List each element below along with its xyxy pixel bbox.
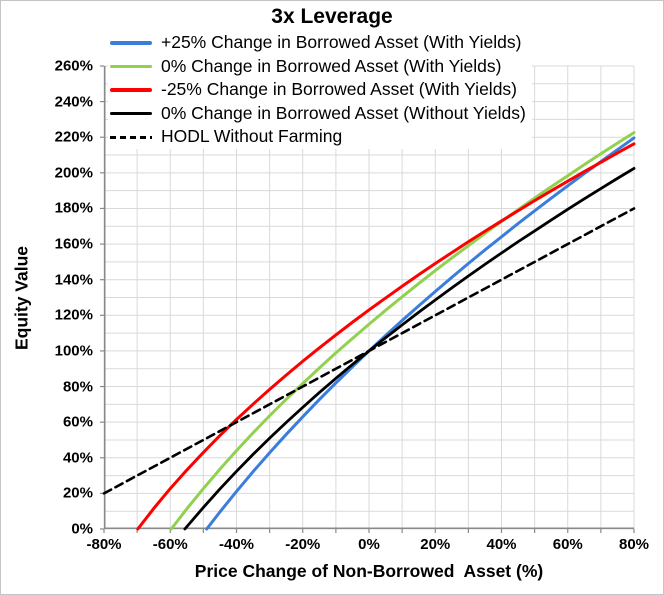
series-line-3 — [183, 166, 636, 531]
x-axis-tick-label: 80% — [618, 536, 650, 553]
chart-legend: +25% Change in Borrowed Asset (With Yiel… — [108, 31, 532, 149]
legend-label: 0% Change in Borrowed Asset (With Yields… — [161, 55, 502, 76]
legend-label: 0% Change in Borrowed Asset (Without Yie… — [161, 102, 526, 123]
chart-title: 3x Leverage — [271, 5, 393, 28]
legend-item: 0% Change in Borrowed Asset (Without Yie… — [110, 102, 526, 126]
legend-item: 0% Change in Borrowed Asset (With Yields… — [110, 55, 526, 79]
legend-swatch-icon — [110, 41, 152, 45]
y-axis-tick-label: 240% — [54, 93, 93, 111]
legend-label: HODL Without Farming — [161, 126, 343, 147]
legend-item: +25% Change in Borrowed Asset (With Yiel… — [110, 31, 526, 55]
y-axis-tick-label: 220% — [54, 128, 93, 146]
y-axis-tick-label: 80% — [62, 378, 93, 396]
series-line-2 — [136, 142, 636, 531]
y-axis-tick-label: 40% — [62, 449, 93, 467]
x-axis-tick-label: 60% — [552, 536, 583, 553]
y-axis-tick-label: 160% — [54, 235, 93, 253]
series-line-0 — [205, 136, 636, 531]
legend-swatch-icon — [110, 135, 152, 139]
legend-swatch-icon — [110, 111, 152, 116]
x-axis-tick-label: -60% — [152, 536, 188, 553]
y-axis-tick-label: 260% — [54, 57, 93, 75]
series-line-1 — [169, 131, 636, 531]
y-axis-title: Equity Value — [11, 245, 32, 350]
y-axis-tick-label: 120% — [54, 306, 93, 324]
x-axis-title: Price Change of Non-Borrowed Asset (%) — [194, 561, 544, 581]
legend-swatch-icon — [110, 88, 152, 92]
legend-label: +25% Change in Borrowed Asset (With Yiel… — [161, 32, 522, 53]
legend-label: -25% Change in Borrowed Asset (With Yiel… — [161, 79, 517, 100]
x-axis-tick-label: -80% — [86, 536, 122, 553]
x-axis-tick-label: -40% — [218, 536, 255, 553]
legend-swatch-icon — [110, 64, 152, 69]
x-axis-tick-label: 0% — [358, 536, 380, 553]
x-axis-tick-label: 20% — [420, 536, 451, 553]
y-axis-tick-label: 20% — [62, 484, 93, 502]
y-axis-tick-label: 0% — [71, 520, 93, 538]
x-axis-tick-label: -20% — [285, 536, 321, 553]
y-axis-tick-label: 140% — [54, 271, 93, 289]
legend-item: -25% Change in Borrowed Asset (With Yiel… — [110, 78, 526, 102]
y-axis-tick-label: 100% — [54, 342, 93, 360]
x-axis-tick-label: 40% — [486, 536, 517, 553]
y-axis-tick-label: 180% — [54, 199, 93, 217]
y-axis-tick-label: 60% — [62, 413, 93, 431]
series-line-4 — [102, 207, 636, 495]
legend-item: HODL Without Farming — [110, 125, 526, 149]
y-axis-tick-label: 200% — [54, 164, 93, 182]
